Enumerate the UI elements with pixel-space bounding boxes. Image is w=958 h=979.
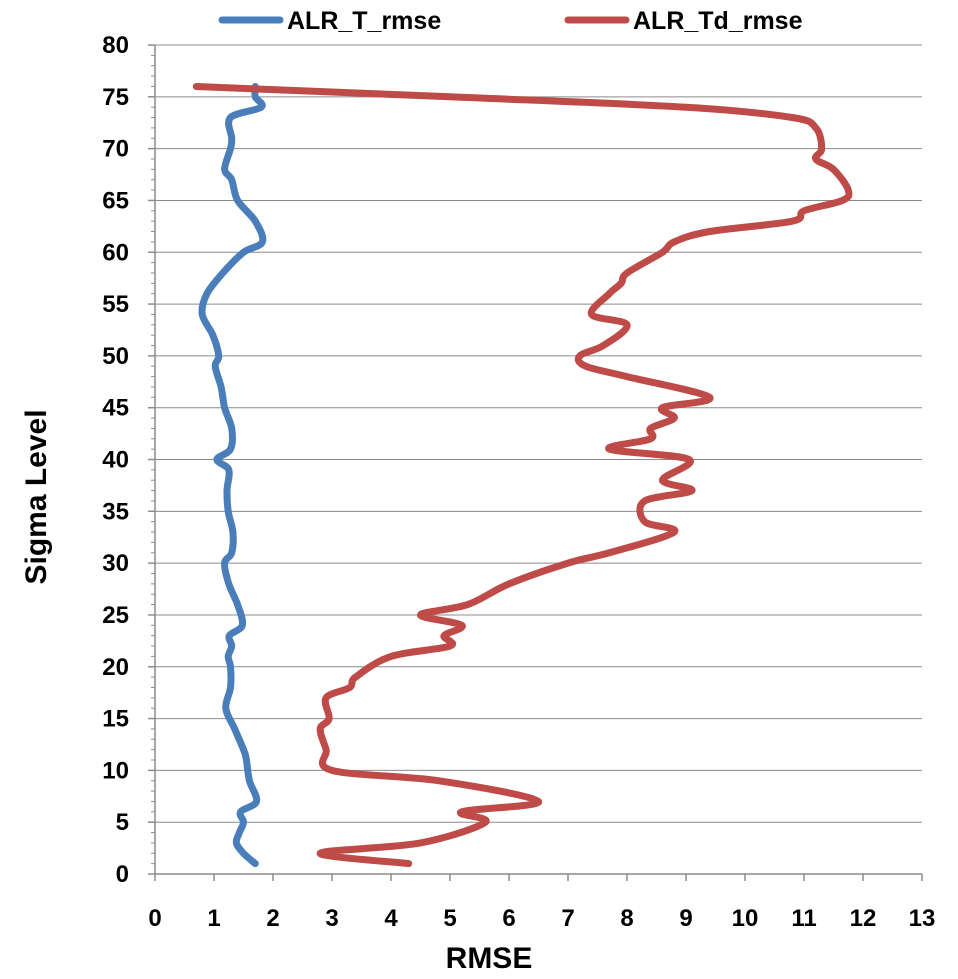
y-tick-label-15: 15 <box>102 706 129 733</box>
y-tick-label-70: 70 <box>102 136 129 163</box>
grid-lines <box>155 44 922 823</box>
x-axis-title: RMSE <box>446 942 533 974</box>
x-tick-label-13: 13 <box>909 905 936 932</box>
y-tick-label-50: 50 <box>102 343 129 370</box>
x-tick-label-12: 12 <box>850 905 877 932</box>
y-tick-label-55: 55 <box>102 291 129 318</box>
x-tick-label-4: 4 <box>384 905 398 932</box>
x-tick-label-9: 9 <box>679 905 692 932</box>
x-tick-label-7: 7 <box>561 905 574 932</box>
series-lines <box>192 83 853 868</box>
y-tick-label-60: 60 <box>102 239 129 266</box>
x-tick-label-1: 1 <box>207 905 220 932</box>
series-line-td-rmse <box>192 83 853 868</box>
legend-label-t-rmse: ALR_T_rmse <box>287 7 441 35</box>
y-tick-label-40: 40 <box>102 447 129 474</box>
legend-label-td-rmse: ALR_Td_rmse <box>633 7 803 35</box>
x-tick-label-11: 11 <box>791 905 816 932</box>
y-axis-title: Sigma Level <box>20 409 53 584</box>
x-tick-label-10: 10 <box>732 905 759 932</box>
y-tick-label-35: 35 <box>102 498 129 525</box>
y-tick-label-80: 80 <box>102 32 129 59</box>
legend: ALR_T_rmse ALR_Td_rmse <box>218 7 803 35</box>
y-tick-label-10: 10 <box>102 757 129 784</box>
y-tick-label-65: 65 <box>102 187 129 214</box>
y-tick-label-5: 5 <box>116 809 129 836</box>
x-tick-label-2: 2 <box>266 905 279 932</box>
y-tick-label-0: 0 <box>116 861 129 888</box>
x-tick-label-5: 5 <box>443 905 456 932</box>
y-tick-label-20: 20 <box>102 654 129 681</box>
y-tick-label-45: 45 <box>102 395 129 422</box>
x-tick-label-6: 6 <box>502 905 515 932</box>
x-tick-label-0: 0 <box>148 905 161 932</box>
series-line-t-rmse <box>198 83 267 868</box>
y-tick-label-75: 75 <box>102 84 129 111</box>
y-tick-label-30: 30 <box>102 550 129 577</box>
x-tick-label-8: 8 <box>620 905 633 932</box>
y-tick-label-25: 25 <box>102 602 129 629</box>
x-tick-label-3: 3 <box>325 905 338 932</box>
axes <box>148 44 923 881</box>
